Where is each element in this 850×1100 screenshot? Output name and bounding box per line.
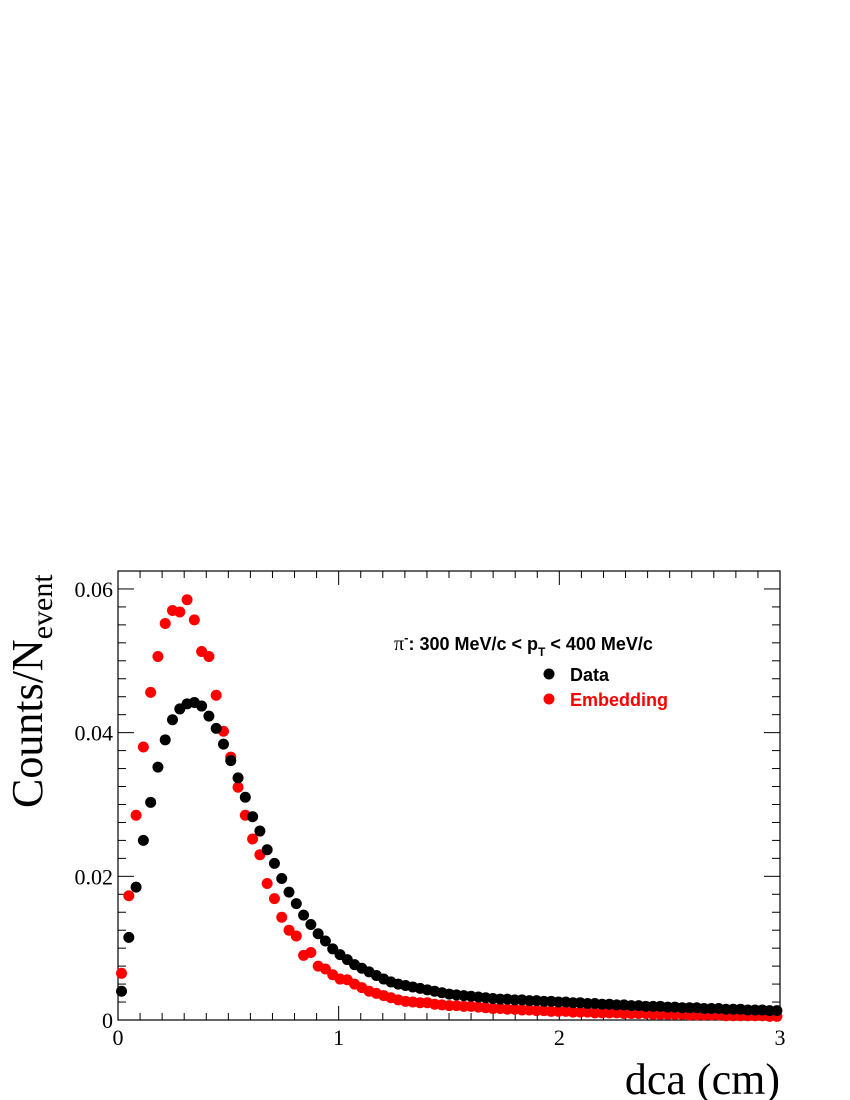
embedding-point: [188, 614, 200, 626]
data-point: [283, 886, 295, 898]
data-point: [239, 791, 251, 803]
data-point: [130, 881, 142, 893]
data-point: [298, 909, 310, 921]
data-point: [312, 928, 324, 940]
y-axis-title-sub: event: [26, 574, 59, 640]
embedding-point: [247, 833, 259, 845]
embedding-point: [276, 911, 288, 923]
embedding-point: [305, 946, 317, 958]
data-point: [254, 825, 266, 837]
data-point: [225, 755, 237, 767]
data-point: [116, 985, 128, 997]
data-point: [268, 857, 280, 869]
x-axis-title: dca (cm): [625, 1055, 780, 1100]
legend-marker-embedding: [543, 693, 555, 705]
x-tick-label: 3: [775, 1025, 786, 1050]
data-point: [203, 710, 215, 722]
data-point: [210, 722, 222, 734]
y-axis-title: Counts/Nevent: [3, 574, 59, 808]
data-point: [145, 796, 157, 808]
embedding-point: [210, 689, 222, 701]
data-point: [196, 700, 208, 712]
embedding-point: [261, 878, 273, 890]
data-point: [771, 1005, 783, 1017]
embedding-point: [290, 930, 302, 942]
embedding-point: [123, 890, 135, 902]
annotation-pi: π: [394, 633, 404, 655]
annotation-range-end: < 400 MeV/c: [545, 634, 653, 654]
embedding-point: [116, 967, 128, 979]
y-tick-label: 0.06: [75, 577, 114, 602]
y-tick-label: 0.04: [75, 721, 114, 746]
series-data: [116, 696, 783, 1017]
data-point: [217, 738, 229, 750]
annotation-pt-sub: T: [538, 645, 546, 659]
annotation-label: π-: 300 MeV/c < pT < 400 MeV/c: [394, 630, 653, 659]
embedding-point: [137, 741, 149, 753]
data-point: [152, 761, 164, 773]
data-point: [232, 772, 244, 784]
embedding-point: [159, 617, 171, 629]
x-tick-label: 2: [554, 1025, 565, 1050]
legend-label-embedding: Embedding: [570, 690, 668, 710]
y-tick-label: 0: [102, 1008, 113, 1033]
embedding-point: [268, 893, 280, 905]
embedding-point: [145, 686, 157, 698]
data-point: [159, 734, 171, 746]
x-tick-label: 1: [333, 1025, 344, 1050]
data-points: [116, 594, 783, 1022]
data-point: [319, 935, 331, 947]
data-point: [261, 844, 273, 856]
legend-marker-data: [543, 668, 555, 680]
x-tick-label: 0: [113, 1025, 124, 1050]
data-point: [305, 918, 317, 930]
data-point: [123, 931, 135, 943]
data-point: [167, 714, 179, 726]
legend-label-data: Data: [570, 665, 610, 685]
series-embedding: [116, 594, 783, 1022]
embedding-point: [174, 606, 186, 618]
annotation-minus: -: [404, 630, 408, 645]
data-point: [276, 872, 288, 884]
y-axis-title-main: Counts/N: [3, 639, 52, 808]
data-point: [137, 834, 149, 846]
embedding-point: [203, 650, 215, 662]
embedding-point: [152, 650, 164, 662]
annotation-range: : 300 MeV/c < p: [408, 634, 538, 654]
embedding-point: [232, 781, 244, 793]
data-point: [290, 898, 302, 910]
embedding-point: [130, 809, 142, 821]
embedding-point: [181, 594, 193, 606]
y-tick-label: 0.02: [75, 864, 114, 889]
tick-labels: 0 1 2 3 0 0.02 0.04 0.06: [75, 577, 786, 1050]
data-point: [247, 811, 259, 823]
